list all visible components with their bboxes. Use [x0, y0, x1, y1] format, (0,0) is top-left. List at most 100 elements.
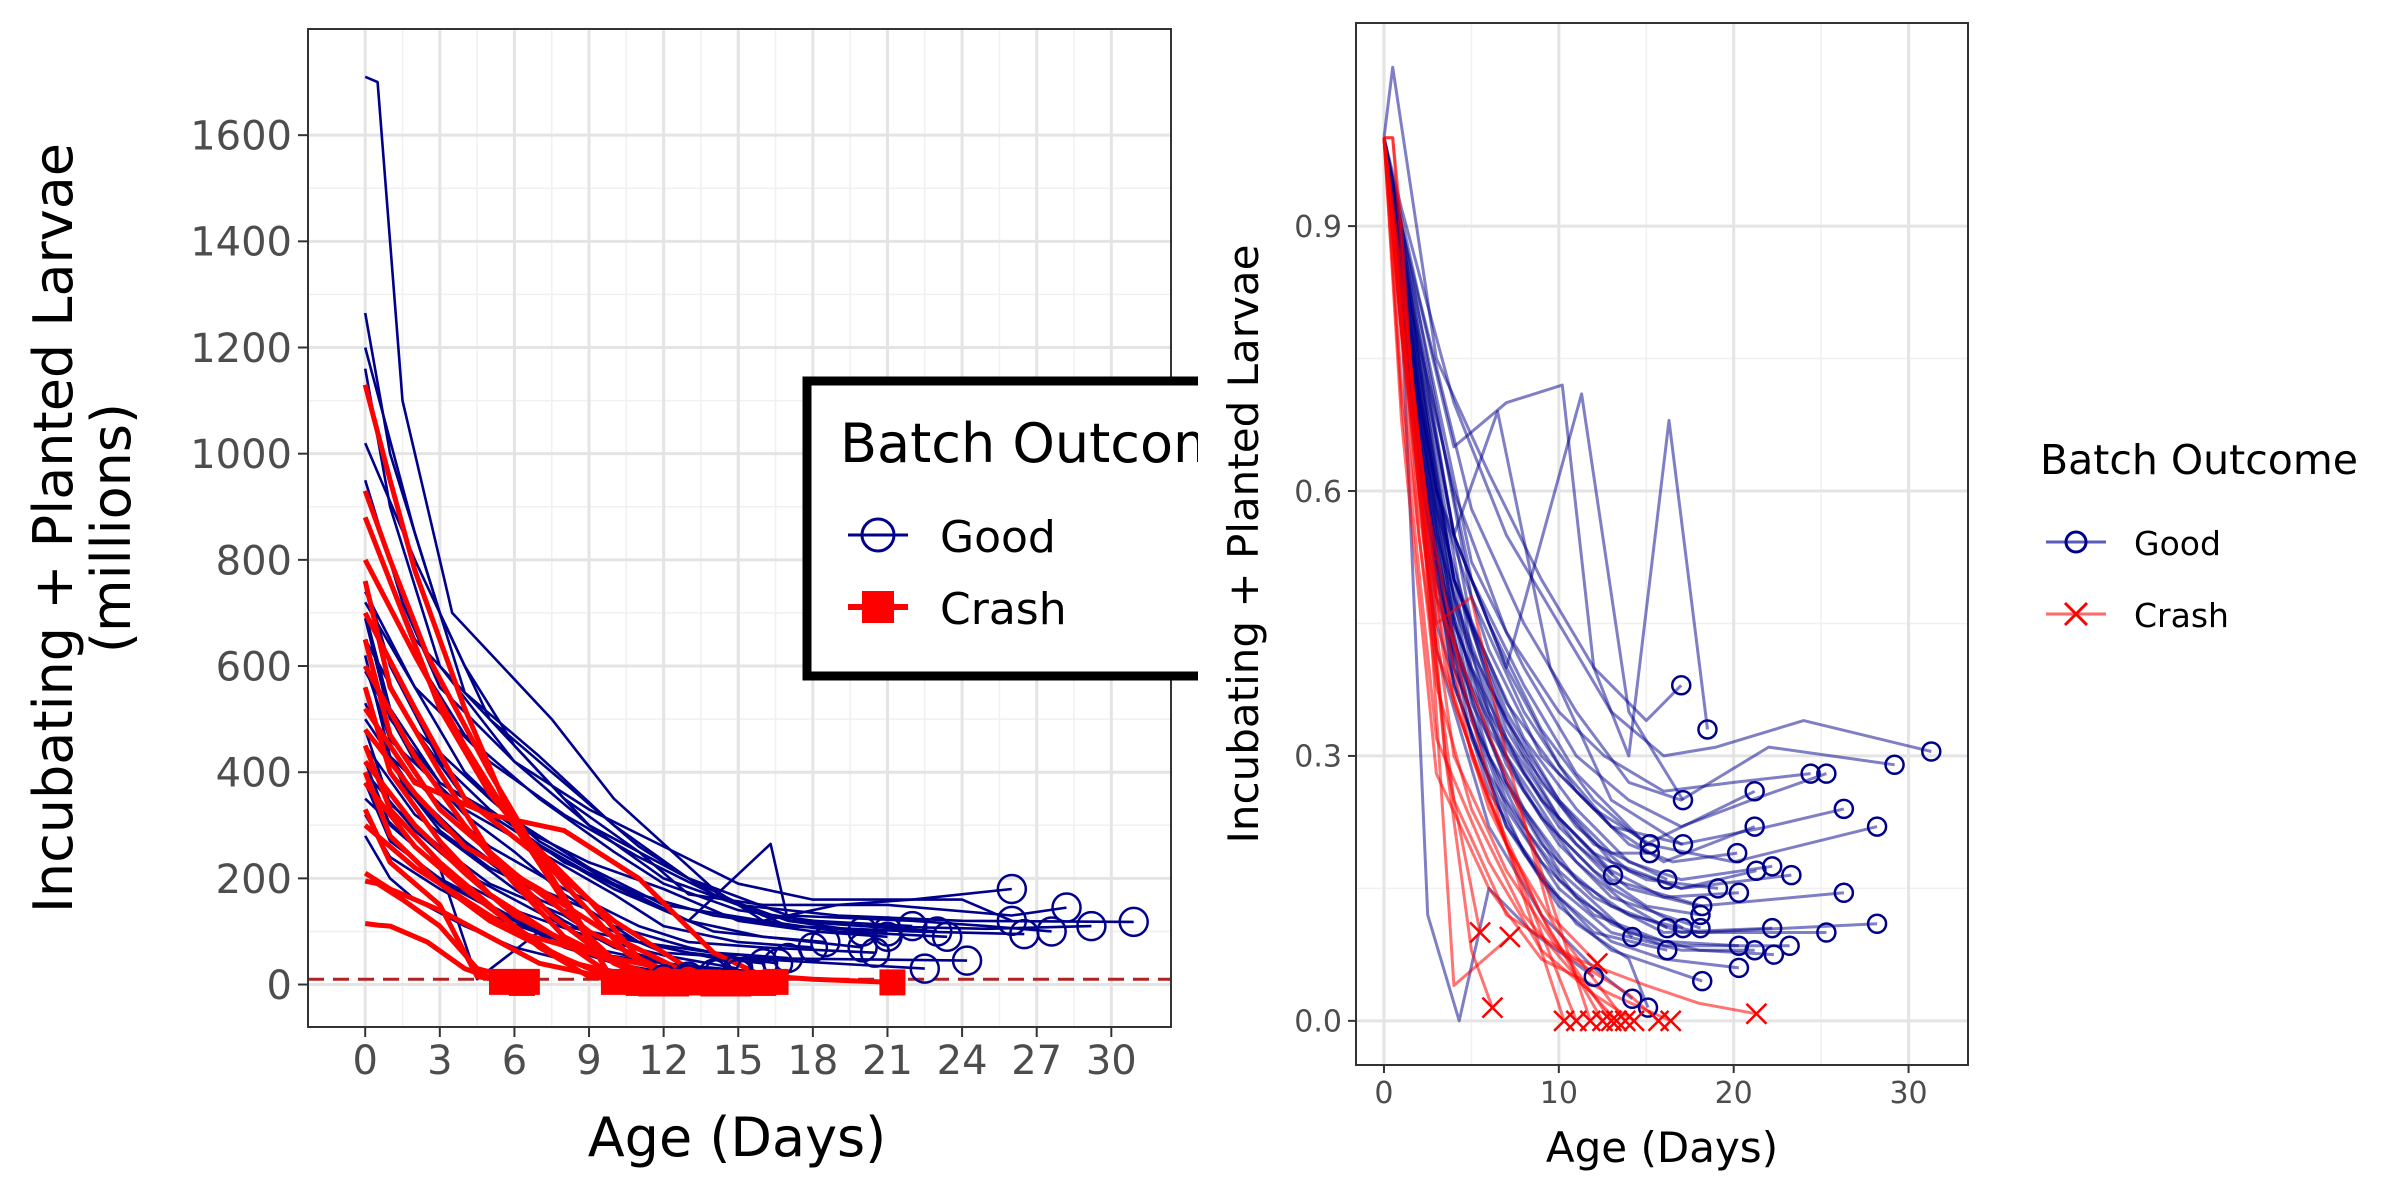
x-tick-label: 15 [713, 1038, 764, 1084]
good-endpoint-marker [1884, 754, 1905, 776]
good-endpoint-marker [1076, 910, 1107, 942]
crash-endpoint-marker [750, 969, 777, 996]
good-batch-line [364, 638, 826, 944]
good-endpoint-marker [1009, 918, 1040, 950]
good-batch-line [1382, 137, 1878, 864]
good-endpoint-marker [1781, 864, 1802, 886]
good-endpoint-marker [1691, 895, 1713, 917]
good-endpoint-marker [1690, 917, 1711, 939]
crash-endpoint-marker [488, 968, 515, 995]
good-endpoint-marker [1656, 939, 1678, 961]
good-batch-line [363, 612, 888, 939]
good-batch-line [364, 601, 948, 939]
y-tick-label: 800 [216, 538, 292, 584]
crash-batch-line [1382, 137, 1592, 1022]
good-batch-line [1382, 65, 1683, 723]
right-plot-border [1355, 22, 1969, 1066]
good-endpoint-marker [1761, 917, 1783, 939]
crash-endpoint-marker [1481, 996, 1504, 1019]
good-endpoint-marker [1670, 675, 1692, 696]
crash-batch-line [1384, 136, 1482, 933]
good-batch-line [364, 75, 1012, 923]
y-tick-label: 0 [267, 963, 292, 1009]
good-endpoint-marker [1744, 939, 1765, 961]
good-endpoint-marker [1672, 833, 1694, 855]
left-y-axis-title-units: (millions) [80, 403, 143, 653]
crash-endpoint-marker [1614, 1009, 1637, 1032]
crash-endpoint-marker [1586, 952, 1609, 975]
good-batch-line [1382, 137, 1932, 758]
good-endpoint-marker [909, 953, 941, 984]
x-tick-label: 20 [1715, 1076, 1753, 1111]
x-tick-label: 21 [862, 1038, 913, 1084]
crash-endpoint-marker [1605, 1009, 1628, 1032]
crash-batch-line [363, 707, 777, 985]
left-legend-clip: Batch Outcome Good Crash [802, 376, 1259, 681]
left-legend-title: Batch Outcome [840, 412, 1259, 475]
y-tick-label: 200 [216, 857, 292, 903]
good-endpoint-marker [1816, 763, 1837, 784]
good-endpoint-marker [797, 932, 829, 963]
good-endpoint-marker [1726, 842, 1748, 864]
crash-endpoint-marker [1623, 1009, 1645, 1032]
good-endpoint-marker [1866, 913, 1888, 934]
x-tick-label: 6 [502, 1038, 527, 1084]
x-tick-label: 12 [638, 1038, 689, 1084]
left-legend-crash-label: Crash [940, 584, 1067, 635]
good-endpoint-marker [1744, 816, 1765, 837]
good-endpoint-marker [1866, 816, 1888, 837]
x-tick-label: 0 [1374, 1076, 1393, 1111]
y-tick-label: 0.9 [1294, 210, 1342, 245]
good-batch-line [1382, 137, 1773, 882]
good-endpoint-marker [1639, 842, 1661, 864]
good-endpoint-marker [872, 921, 903, 953]
good-endpoint-marker [996, 873, 1028, 905]
x-tick-label: 0 [352, 1038, 377, 1084]
x-tick-label: 9 [576, 1038, 601, 1084]
y-tick-label: 1400 [190, 220, 292, 266]
crash-endpoint-marker [700, 969, 727, 996]
left-legend-good-label: Good [940, 512, 1056, 563]
left-series-lines [362, 75, 1134, 986]
good-batch-line [1382, 137, 1756, 864]
crash-endpoint-marker [725, 970, 752, 997]
good-endpoint-marker [1816, 922, 1837, 943]
left-legend: Batch Outcome Good Crash [802, 376, 1259, 681]
right-legend: Batch Outcome Good Crash [2040, 436, 2358, 635]
good-endpoint-marker [1118, 906, 1149, 938]
good-endpoint-marker [1051, 892, 1082, 923]
right-legend-crash-label: Crash [2134, 596, 2229, 635]
crash-endpoint-marker [1469, 921, 1492, 944]
right-legend-good-label: Good [2134, 524, 2221, 563]
left-legend-crash-marker [862, 591, 894, 623]
left-axes: 0 3 6 9 12 15 18 21 24 27 30 0 200 400 600 800 1000 1200 1… [190, 114, 1137, 1084]
good-batch-line [1382, 137, 1845, 908]
x-tick-label: 30 [1086, 1038, 1137, 1084]
x-tick-label: 30 [1889, 1076, 1927, 1111]
x-tick-label: 27 [1011, 1038, 1062, 1084]
good-endpoint-marker [951, 945, 983, 976]
y-tick-label: 1200 [190, 326, 292, 372]
good-endpoint-marker [1697, 719, 1718, 740]
crash-batch-line [364, 878, 528, 985]
crash-batch-line [364, 921, 503, 985]
good-endpoint-marker [1637, 997, 1659, 1018]
y-tick-label: 0.3 [1294, 740, 1342, 775]
left-x-axis-title: Age (Days) [588, 1106, 887, 1169]
good-endpoint-marker [1672, 789, 1694, 811]
good-batch-line [363, 368, 1013, 922]
good-endpoint-marker [1691, 970, 1713, 992]
good-batch-line [364, 638, 863, 933]
good-endpoint-marker [1656, 869, 1678, 890]
good-endpoint-marker [1622, 926, 1643, 948]
y-tick-label: 600 [216, 644, 292, 690]
y-tick-label: 0.0 [1294, 1005, 1342, 1040]
crash-endpoint-marker [663, 970, 690, 997]
y-tick-label: 400 [216, 751, 292, 797]
crash-endpoint-marker [879, 969, 906, 996]
good-endpoint-marker [1602, 864, 1624, 886]
left-series-markers [488, 873, 1149, 997]
good-batch-line [1382, 137, 1895, 802]
right-legend-good-marker [2064, 530, 2088, 554]
